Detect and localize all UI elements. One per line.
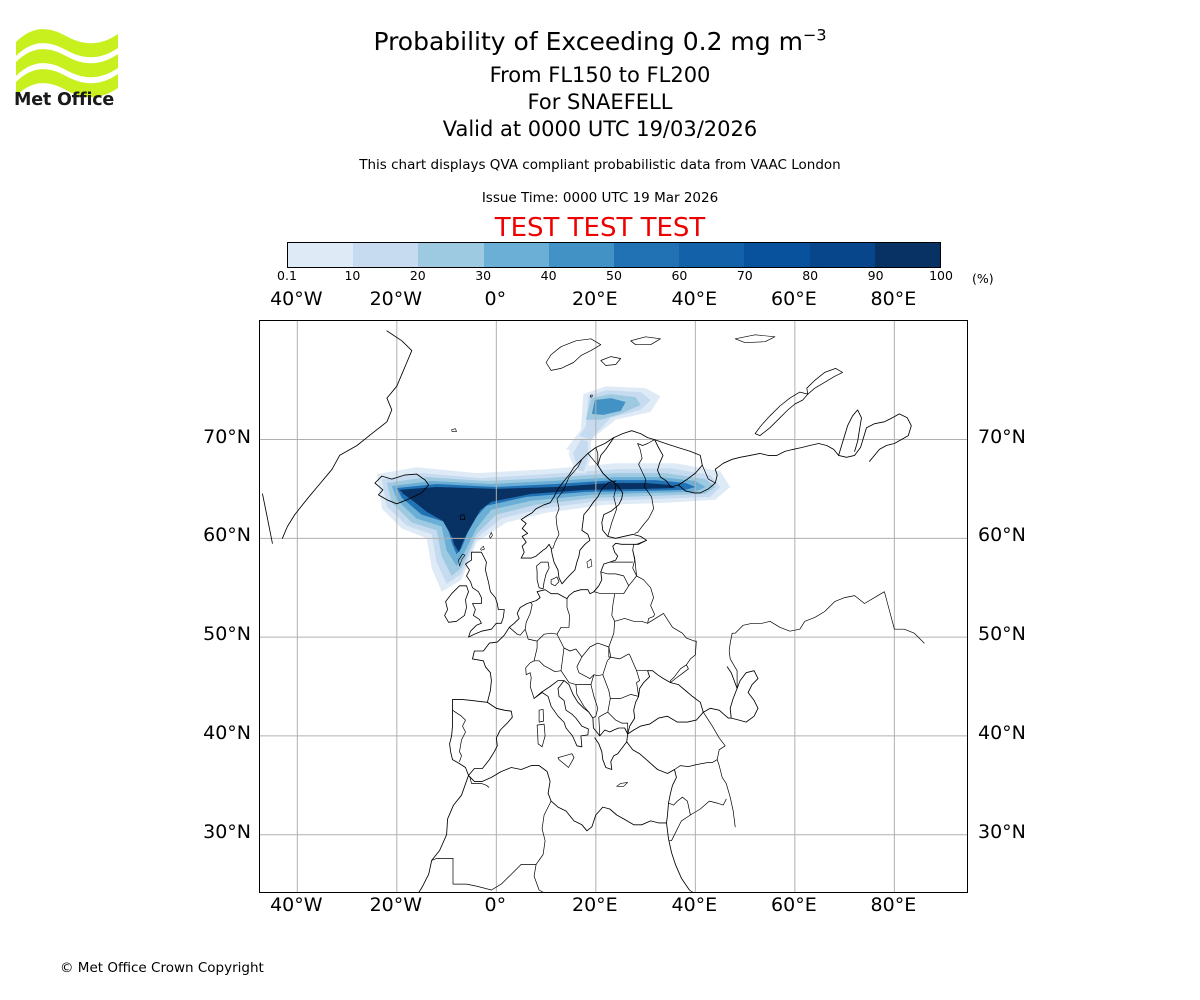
ash-plume-layer (376, 386, 731, 592)
colorbar-tick-40: 40 (540, 268, 557, 283)
lon-tick-60°E: 60°E (771, 288, 817, 310)
coastlines-layer (262, 330, 925, 892)
lat-tick-50°N: 50°N (978, 623, 1026, 646)
lat-tick-70°N: 70°N (203, 425, 251, 448)
colorbar-tick-20: 20 (409, 268, 426, 283)
met-office-logo (14, 22, 124, 112)
colorbar-band-6 (679, 243, 745, 267)
colorbar-band-8 (809, 243, 875, 267)
lat-tick-40°N: 40°N (978, 721, 1026, 744)
lat-tick-50°N: 50°N (203, 623, 251, 646)
colorbar-band-0 (288, 243, 354, 267)
lon-tick-40°E: 40°E (671, 894, 718, 916)
issue-time-label: Issue Time: 0000 UTC 19 Mar 2026 (481, 190, 719, 206)
lon-tick-20°E: 20°E (571, 894, 618, 916)
probability-colorbar (287, 242, 941, 268)
colorbar-tick-80: 80 (802, 268, 819, 283)
lat-tick-60°N: 60°N (203, 524, 251, 547)
colorbar-unit-label: (%) (972, 271, 994, 286)
colorbar-band-5 (614, 243, 680, 267)
copyright-notice: © Met Office Crown Copyright (60, 960, 264, 976)
flight-level-subtitle: From FL150 to FL200 (489, 63, 711, 87)
lon-tick-20°W: 20°W (369, 288, 423, 310)
colorbar-band-4 (548, 243, 615, 267)
colorbar-band-9 (874, 243, 941, 267)
colorbar-tick-30: 30 (475, 268, 492, 283)
colorbar-band-7 (744, 243, 810, 267)
lon-tick-20°E: 20°E (571, 288, 618, 310)
lon-tick-20°W: 20°W (369, 894, 423, 916)
colorbar-tick-90: 90 (867, 268, 884, 283)
page-title-superscript: −3 (802, 25, 827, 45)
lon-tick-0°: 0° (484, 894, 507, 916)
colorbar-tick-70: 70 (736, 268, 753, 283)
lon-tick-40°E: 40°E (671, 288, 718, 310)
test-banner: TEST TEST TEST (494, 213, 706, 243)
colorbar-tick-60: 60 (671, 268, 688, 283)
colorbar-tick-100: 100 (929, 268, 953, 283)
lat-tick-70°N: 70°N (978, 425, 1026, 448)
lon-tick-0°: 0° (484, 288, 507, 310)
volcano-subtitle: For SNAEFELL (527, 90, 673, 114)
page-title-text: Probability of Exceeding 0.2 mg m (373, 27, 803, 56)
colorbar-band-1 (353, 243, 419, 267)
lon-tick-60°E: 60°E (771, 894, 817, 916)
colorbar-gradient (287, 242, 941, 268)
met-office-logo-text: Met Office (14, 90, 115, 110)
lon-tick-80°E: 80°E (870, 894, 917, 916)
lon-tick-40°W: 40°W (270, 288, 323, 310)
colorbar-tick-0.1: 0.1 (277, 268, 297, 283)
qva-compliance-note: This chart displays QVA compliant probab… (359, 157, 841, 173)
colorbar-tick-10: 10 (344, 268, 361, 283)
lat-tick-30°N: 30°N (978, 820, 1026, 843)
colorbar-band-3 (483, 243, 549, 267)
probability-map (259, 320, 968, 893)
lat-tick-30°N: 30°N (203, 820, 251, 843)
lat-tick-40°N: 40°N (203, 721, 251, 744)
colorbar-band-2 (418, 243, 484, 267)
lon-tick-40°W: 40°W (270, 894, 323, 916)
valid-time-subtitle: Valid at 0000 UTC 19/03/2026 (442, 117, 758, 141)
colorbar-tick-50: 50 (606, 268, 622, 283)
lat-tick-60°N: 60°N (978, 524, 1026, 547)
lon-tick-80°E: 80°E (870, 288, 917, 310)
page-title: Probability of Exceeding 0.2 mg m−3 (0, 27, 1200, 56)
